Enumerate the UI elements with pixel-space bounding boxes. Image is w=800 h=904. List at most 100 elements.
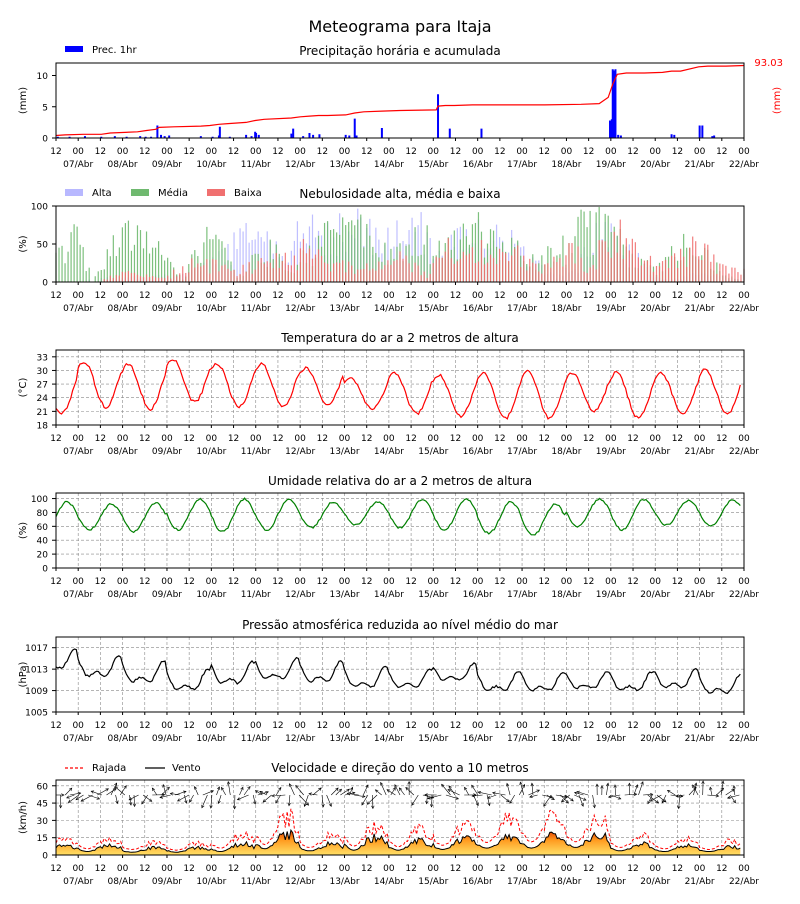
date-label: 18/Abr bbox=[551, 734, 581, 744]
date-label: 10/Abr bbox=[196, 877, 226, 887]
x-tick-label: 12 bbox=[627, 864, 638, 874]
date-label: 08/Abr bbox=[108, 590, 138, 600]
x-tick-label: 00 bbox=[250, 577, 262, 587]
x-tick-label: 00 bbox=[605, 147, 617, 157]
cloud-low-bar bbox=[333, 263, 334, 282]
x-tick-label: 12 bbox=[361, 577, 372, 587]
date-label: 12/Abr bbox=[285, 447, 315, 457]
x-tick-label: 00 bbox=[516, 864, 528, 874]
cloud-low-bar bbox=[550, 268, 551, 282]
x-tick-label: 12 bbox=[450, 147, 461, 157]
panel-title: Pressão atmosférica reduzida ao nível mé… bbox=[242, 618, 558, 632]
cloud-low-bar bbox=[490, 255, 491, 282]
gust-line bbox=[56, 809, 740, 850]
cloud-low-bar bbox=[535, 264, 536, 282]
legend-label: Média bbox=[158, 187, 188, 199]
x-tick-label: 12 bbox=[450, 721, 461, 731]
date-label: 17/Abr bbox=[507, 304, 537, 314]
x-tick-label: 12 bbox=[50, 864, 61, 874]
wind-direction-arrow bbox=[162, 787, 170, 795]
panel-2: Nebulosidade alta, média e baixa(%)05010… bbox=[18, 187, 759, 314]
x-tick-label: 12 bbox=[317, 721, 328, 731]
x-tick-label: 12 bbox=[672, 577, 683, 587]
precip-bar bbox=[318, 134, 320, 138]
x-tick-label: 00 bbox=[294, 147, 306, 157]
x-tick-label: 00 bbox=[649, 434, 661, 444]
x-tick-label: 00 bbox=[117, 864, 129, 874]
cloud-low-bar bbox=[327, 264, 328, 282]
x-tick-label: 12 bbox=[95, 721, 106, 731]
date-label: 21/Abr bbox=[685, 160, 715, 170]
date-label: 10/Abr bbox=[196, 590, 226, 600]
x-tick-label: 12 bbox=[583, 577, 594, 587]
x-tick-label: 00 bbox=[516, 721, 528, 731]
date-label: 15/Abr bbox=[418, 877, 448, 887]
y-tick-label: 21 bbox=[37, 408, 48, 418]
cloud-low-bar bbox=[414, 263, 415, 282]
precip-bar bbox=[219, 127, 221, 138]
x-tick-label: 12 bbox=[95, 291, 106, 301]
cloud-low-bar bbox=[605, 241, 606, 282]
y-axis-label: (mm) bbox=[18, 87, 29, 114]
date-label: 14/Abr bbox=[374, 877, 404, 887]
cloud-mid-bar bbox=[143, 248, 144, 282]
date-label: 18/Abr bbox=[551, 590, 581, 600]
precip-bar bbox=[480, 129, 482, 138]
cloud-low-bar bbox=[197, 264, 198, 282]
date-label: 22/Abr bbox=[729, 590, 759, 600]
cloud-low-bar bbox=[294, 256, 295, 282]
date-label: 14/Abr bbox=[374, 590, 404, 600]
cloud-low-bar bbox=[167, 276, 168, 282]
y-tick-label: 0 bbox=[42, 565, 48, 575]
cloud-low-bar bbox=[424, 272, 425, 282]
date-label: 08/Abr bbox=[108, 877, 138, 887]
date-label: 14/Abr bbox=[374, 734, 404, 744]
cloud-low-bar bbox=[505, 253, 506, 282]
cloud-low-bar bbox=[185, 273, 186, 282]
date-label: 08/Abr bbox=[108, 304, 138, 314]
date-label: 16/Abr bbox=[463, 447, 493, 457]
x-tick-label: 00 bbox=[383, 147, 395, 157]
cloud-low-bar bbox=[113, 278, 114, 282]
date-label: 15/Abr bbox=[418, 447, 448, 457]
x-tick-label: 12 bbox=[272, 864, 283, 874]
wind-direction-arrow bbox=[615, 785, 616, 795]
cloud-low-bar bbox=[158, 278, 159, 282]
date-label: 08/Abr bbox=[108, 447, 138, 457]
wind-direction-arrow bbox=[395, 785, 400, 795]
wind-direction-arrow bbox=[65, 788, 72, 795]
cloud-low-bar bbox=[493, 258, 494, 282]
x-tick-label: 12 bbox=[450, 864, 461, 874]
date-label: 13/Abr bbox=[329, 447, 359, 457]
x-tick-label: 12 bbox=[672, 864, 683, 874]
x-tick-label: 00 bbox=[161, 291, 173, 301]
y-tick-label: 0 bbox=[42, 135, 48, 145]
precip-bar bbox=[437, 94, 439, 138]
wind-direction-arrow bbox=[272, 795, 285, 796]
date-label: 19/Abr bbox=[596, 590, 626, 600]
date-label: 21/Abr bbox=[685, 447, 715, 457]
cloud-low-bar bbox=[143, 277, 144, 282]
cloud-low-bar bbox=[427, 278, 428, 282]
wind-direction-arrow bbox=[406, 788, 414, 796]
precip-bar bbox=[699, 126, 701, 139]
y-tick-label: 1013 bbox=[25, 666, 48, 676]
x-tick-label: 12 bbox=[627, 577, 638, 587]
cloud-low-bar bbox=[529, 259, 530, 282]
date-label: 17/Abr bbox=[507, 447, 537, 457]
panel-title: Precipitação horária e acumulada bbox=[299, 44, 501, 58]
cloud-low-bar bbox=[608, 252, 609, 282]
y-tick-label: 40 bbox=[37, 537, 49, 547]
cloud-low-bar bbox=[662, 261, 663, 282]
wind-direction-arrow bbox=[115, 787, 125, 795]
y-tick-label: 15 bbox=[37, 834, 48, 844]
legend-label-precip: Prec. 1hr bbox=[92, 45, 137, 56]
panel-1: Precipitação horária e acumulada(mm)0510… bbox=[18, 44, 783, 170]
x-tick-label: 12 bbox=[139, 721, 150, 731]
panel-5: Pressão atmosférica reduzida ao nível mé… bbox=[18, 618, 759, 744]
cloud-low-bar bbox=[236, 276, 237, 282]
cloud-low-bar bbox=[128, 271, 129, 282]
x-tick-label: 00 bbox=[561, 147, 573, 157]
cloud-low-bar bbox=[665, 260, 666, 282]
